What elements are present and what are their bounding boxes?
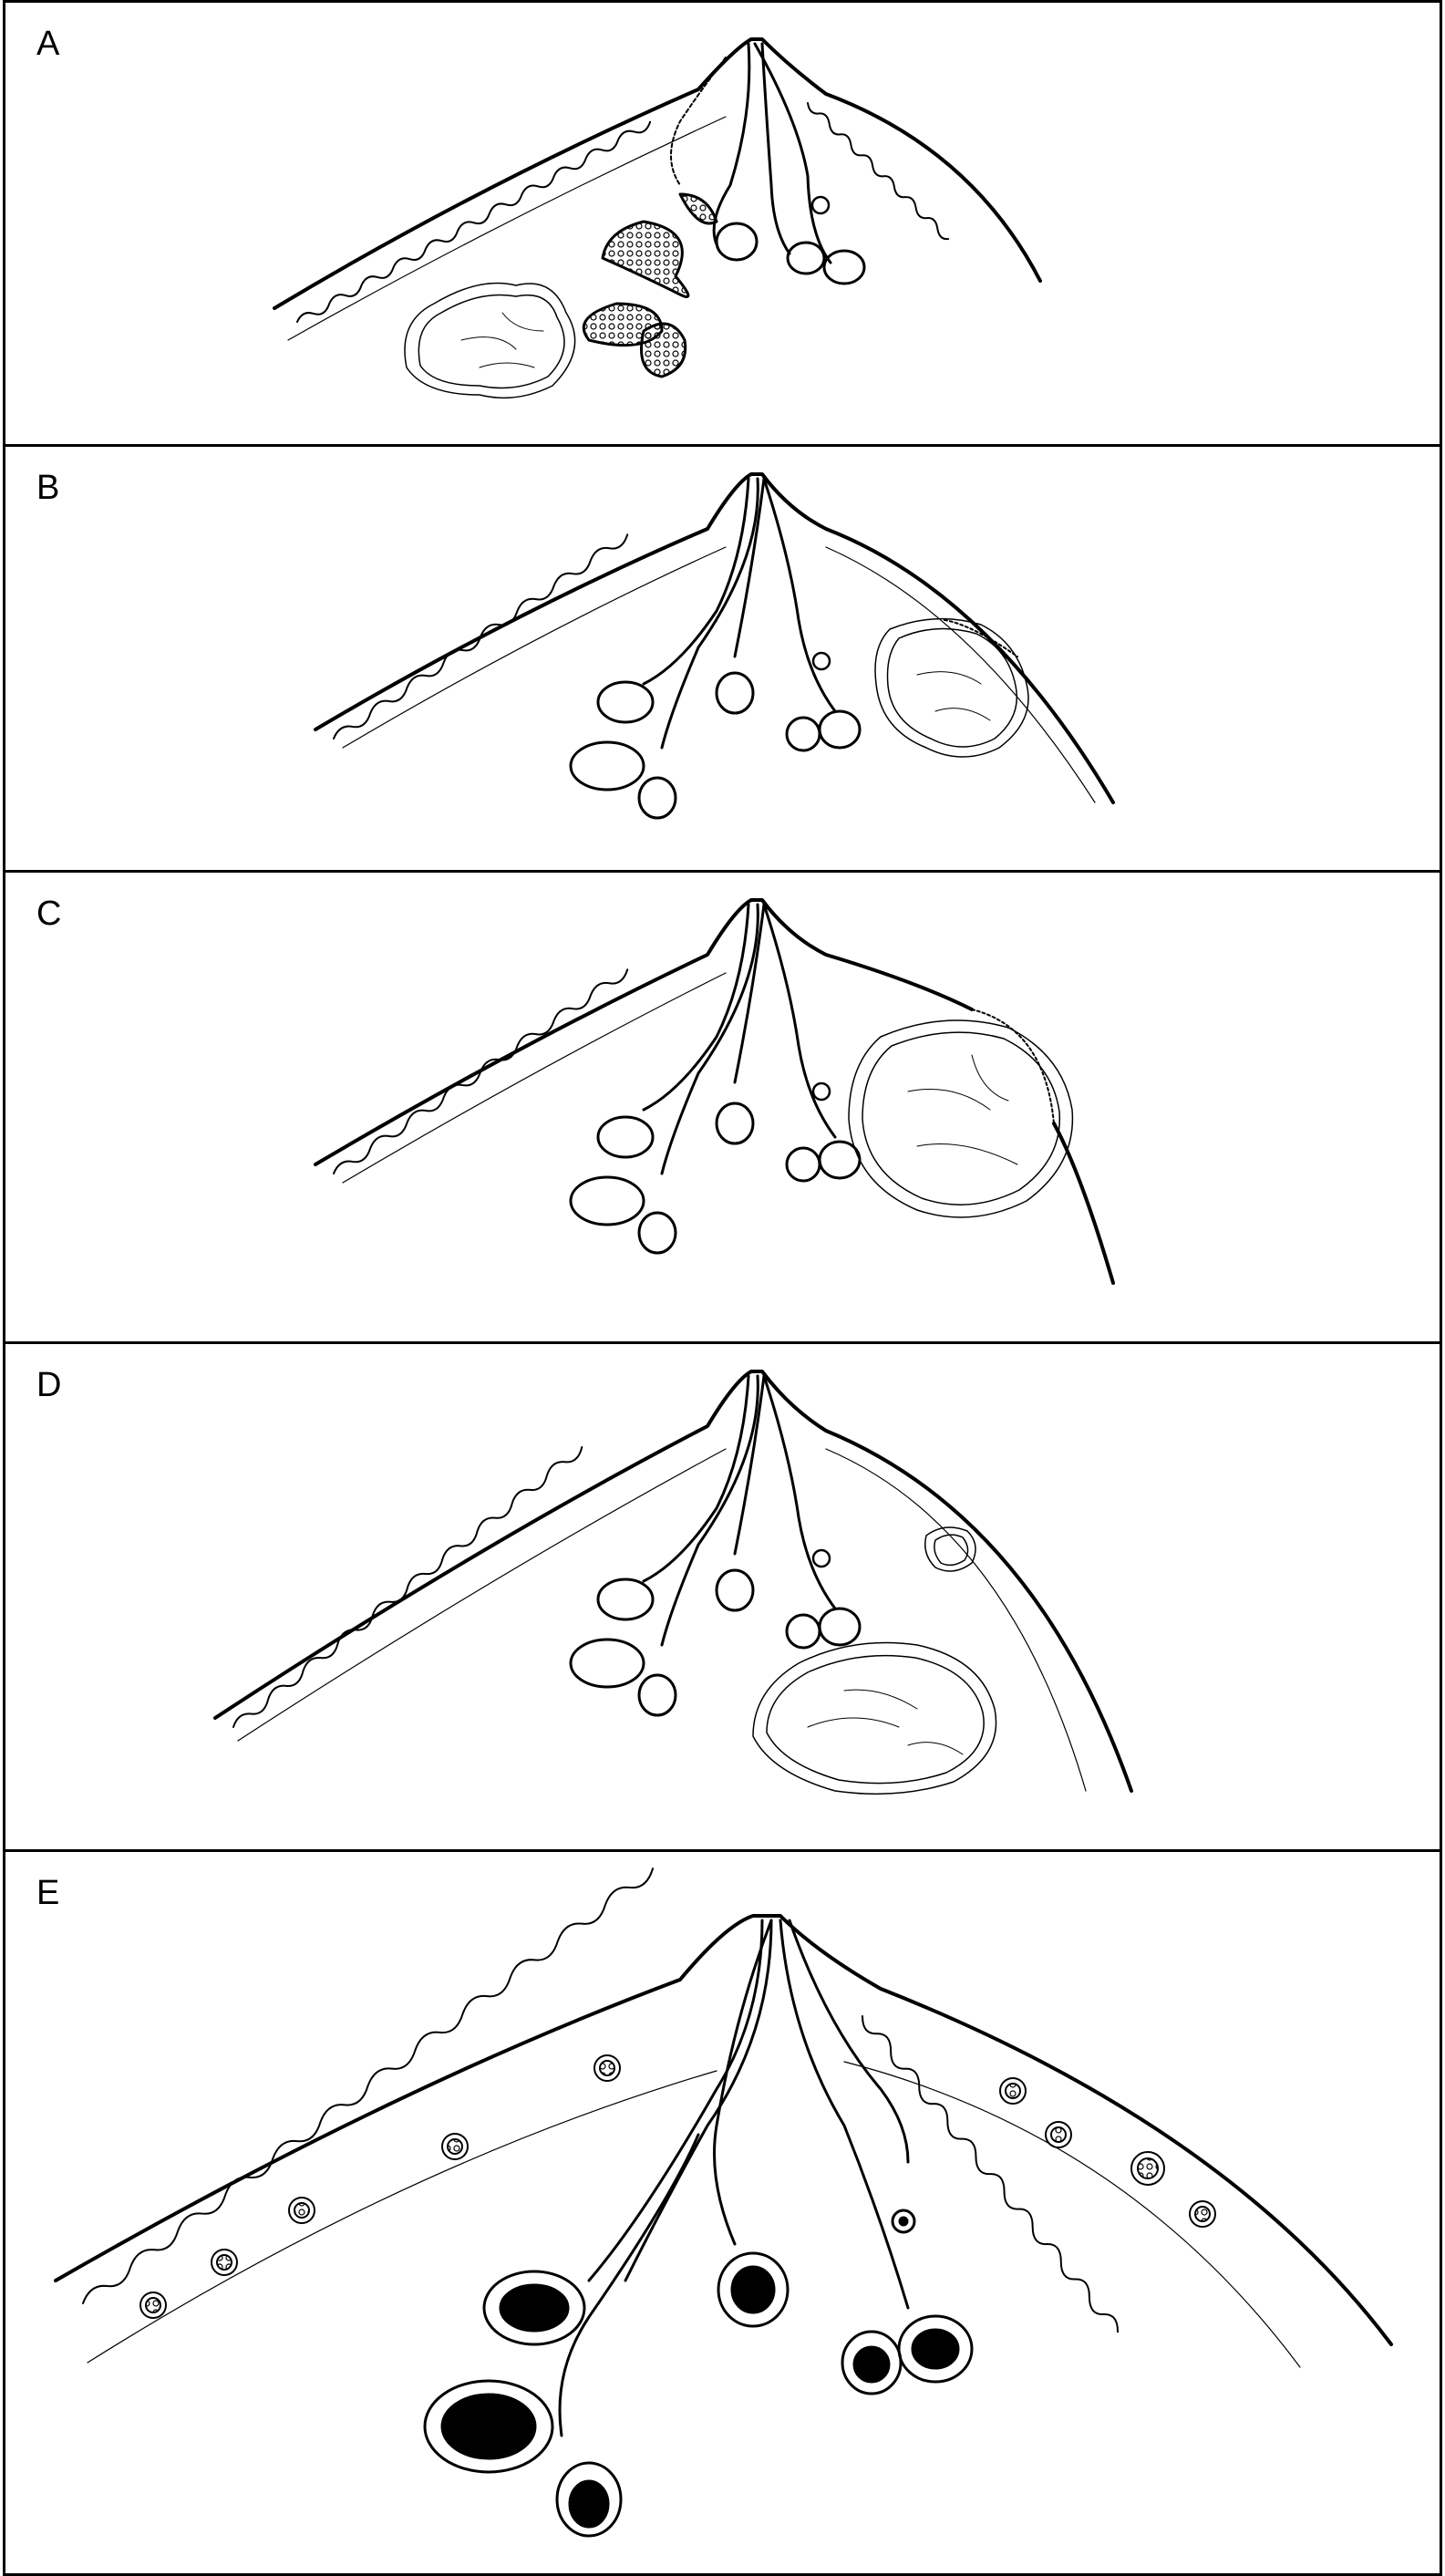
panel-c-illustration — [314, 898, 1115, 1285]
dermal-wave — [296, 120, 652, 323]
lobule — [897, 2314, 974, 2384]
lesion — [404, 282, 576, 399]
lobule — [555, 2461, 623, 2538]
panel-b: B — [3, 444, 1442, 873]
lesion — [752, 1641, 997, 1795]
small-lesion — [924, 1526, 976, 1572]
small-cell — [139, 2054, 1216, 2319]
panel-d: D — [3, 1341, 1442, 1852]
panel-label-b: B — [36, 469, 60, 507]
dermal-wave-right — [807, 102, 950, 241]
skin-outline — [273, 37, 1042, 310]
panel-e: E — [3, 1849, 1442, 2576]
panel-label-e: E — [36, 1874, 60, 1912]
panel-label-a: A — [36, 25, 60, 63]
panel-d-illustration — [213, 1370, 1133, 1795]
lobule — [423, 2379, 554, 2474]
lesion — [874, 617, 1029, 758]
panel-label-d: D — [36, 1366, 62, 1404]
panel-e-illustration — [54, 1867, 1393, 2538]
tumor-mass — [582, 192, 718, 378]
panel-a: A — [3, 0, 1442, 447]
panel-c: C — [3, 870, 1442, 1344]
panel-a-illustration — [273, 37, 1042, 399]
panel-b-illustration — [314, 472, 1115, 820]
lesion — [848, 1019, 1074, 1218]
lobule — [482, 2270, 586, 2346]
panel-label-c: C — [36, 895, 62, 933]
lobule — [717, 2251, 790, 2328]
